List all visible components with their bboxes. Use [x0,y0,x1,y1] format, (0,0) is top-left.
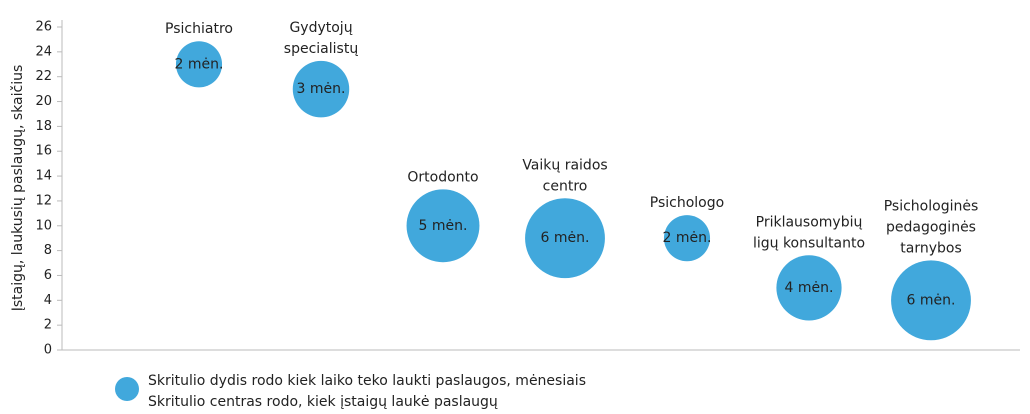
y-tick-label: 10 [35,218,52,233]
y-tick-label: 4 [44,293,52,308]
y-tick-label: 20 [35,94,52,109]
bubble-label: 6 mėn. [541,230,590,246]
category-label: Psichologo [650,195,724,211]
bubble [292,60,350,118]
y-tick-label: 2 [44,318,52,333]
bubble-label: 5 mėn. [419,218,468,234]
bubble-label: 3 mėn. [297,81,346,97]
bubble [525,198,605,279]
bubble [891,260,971,341]
y-tick-label: 18 [35,119,52,134]
y-tick-label: 16 [35,144,52,159]
bubble [175,41,223,88]
bubble-label: 2 mėn. [175,56,224,72]
y-tick-label: 6 [44,268,52,283]
y-tick-label: 8 [44,243,52,258]
y-tick-label: 26 [35,20,52,35]
bubble-label: 4 mėn. [785,280,834,296]
y-tick-label: 22 [35,69,52,84]
category-label: Psichiatro [165,21,233,37]
category-label: Gydytojų specialistų [284,20,359,57]
bubble-label: 2 mėn. [663,230,712,246]
bubble [776,255,842,321]
y-tick-label: 12 [35,193,52,208]
category-label: Vaikų raidos centro [522,157,607,194]
legend-marker [115,377,139,401]
bubble-label: 6 mėn. [907,292,956,308]
y-tick-label: 24 [35,44,52,59]
category-label: Priklausomybių ligų konsultanto [753,214,865,251]
legend-text: Skritulio dydis rodo kiek laiko teko lau… [148,373,586,389]
category-label: Ortodonto [407,169,478,185]
legend-text: Skritulio centras rodo, kiek įstaigų lau… [148,394,498,410]
y-axis-label: Įstaigų, laukusių paslaugų, skaičius [10,65,26,312]
y-tick-label: 14 [35,169,52,184]
y-tick-label: 0 [44,343,52,358]
bubble [663,215,711,262]
category-label: Psichologinės pedagoginės tarnybos [884,198,979,256]
bubble [406,189,480,263]
